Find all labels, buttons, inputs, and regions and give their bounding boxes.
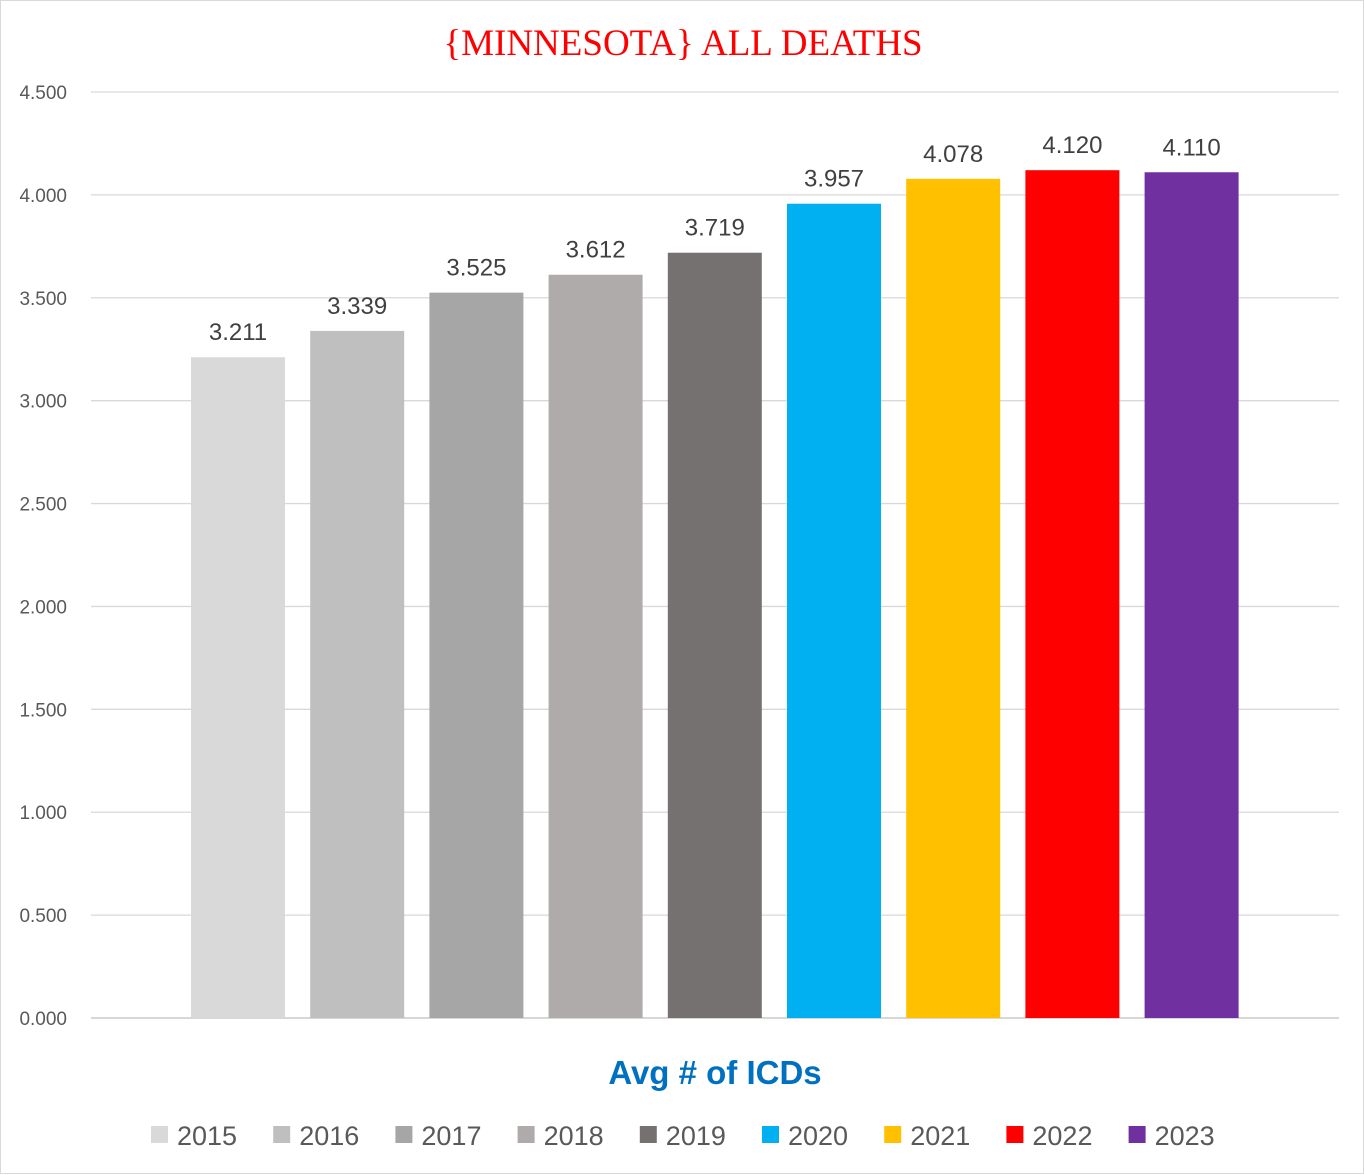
legend-item-2016[interactable]: 2016 <box>273 1121 359 1151</box>
legend-swatch-2016 <box>273 1126 291 1143</box>
legend-item-2020[interactable]: 2020 <box>762 1121 848 1151</box>
legend-label-2017: 2017 <box>421 1121 481 1151</box>
legend-item-2023[interactable]: 2023 <box>1128 1121 1215 1151</box>
legend-item-2021[interactable]: 2021 <box>884 1121 970 1151</box>
legend-swatch-2023 <box>1128 1126 1146 1143</box>
legend[interactable]: 2015 2016 2017 2018 2019 2020 2021 2022 2023 <box>151 1121 1215 1151</box>
legend-label-2015: 2015 <box>177 1121 237 1151</box>
bar-2023[interactable] <box>1144 172 1239 1019</box>
bar-2016[interactable] <box>310 330 405 1019</box>
y-tick-label: 0.500 <box>19 906 67 927</box>
legend-item-2022[interactable]: 2022 <box>1006 1121 1092 1151</box>
data-label-2017: 3.525 <box>446 255 506 282</box>
bar-2020[interactable] <box>787 203 881 1019</box>
legend-swatch-2022 <box>1006 1126 1024 1143</box>
data-label-2016: 3.339 <box>327 293 387 320</box>
bar-2018[interactable] <box>548 274 643 1018</box>
legend-item-2018[interactable]: 2018 <box>517 1121 604 1151</box>
data-label-2022: 4.120 <box>1042 132 1102 159</box>
legend-item-2019[interactable]: 2019 <box>639 1121 726 1151</box>
data-label-2015: 3.211 <box>209 319 267 346</box>
legend-label-2020: 2020 <box>788 1121 848 1151</box>
legend-swatch-2019 <box>639 1126 657 1143</box>
y-tick-label: 3.500 <box>19 289 67 310</box>
y-axis-ticks: 0.000 0.500 1.000 1.500 2.000 2.500 3.000 3.500… <box>19 83 67 1030</box>
legend-swatch-2017 <box>395 1126 413 1143</box>
data-label-2019: 3.719 <box>685 215 745 242</box>
legend-swatch-2020 <box>762 1126 779 1143</box>
legend-label-2023: 2023 <box>1155 1121 1215 1151</box>
y-tick-label: 0.000 <box>19 1009 67 1030</box>
bar-2019[interactable] <box>667 252 762 1018</box>
data-labels: 3.211 3.339 3.525 3.612 3.719 3.957 4.078 4.120… <box>209 132 1221 346</box>
legend-item-2017[interactable]: 2017 <box>395 1121 481 1151</box>
data-label-2018: 3.612 <box>566 237 626 264</box>
bars <box>191 170 1239 1019</box>
x-axis-title: Avg # of ICDs <box>608 1054 821 1091</box>
legend-label-2019: 2019 <box>666 1121 726 1151</box>
legend-label-2021: 2021 <box>910 1121 970 1151</box>
y-tick-label: 2.500 <box>19 495 67 516</box>
bar-2021[interactable] <box>906 178 1001 1018</box>
data-label-2023: 4.110 <box>1162 134 1220 161</box>
legend-swatch-2021 <box>884 1126 902 1143</box>
data-label-2020: 3.957 <box>804 166 864 193</box>
legend-label-2018: 2018 <box>544 1121 604 1151</box>
bar-2022[interactable] <box>1025 170 1120 1018</box>
legend-label-2016: 2016 <box>299 1121 359 1151</box>
y-tick-label: 4.000 <box>19 186 67 207</box>
bar-2017[interactable] <box>429 292 524 1019</box>
data-label-2021: 4.078 <box>923 141 983 168</box>
y-tick-label: 4.500 <box>19 83 67 104</box>
legend-label-2022: 2022 <box>1032 1121 1092 1151</box>
y-tick-label: 1.000 <box>19 803 67 824</box>
y-tick-label: 1.500 <box>19 700 67 721</box>
legend-swatch-2018 <box>517 1126 535 1143</box>
legend-swatch-2015 <box>151 1126 168 1143</box>
y-tick-label: 2.000 <box>19 597 67 618</box>
bar-2015[interactable] <box>191 357 285 1018</box>
y-tick-label: 3.000 <box>19 392 67 413</box>
legend-item-2015[interactable]: 2015 <box>151 1121 237 1151</box>
chart-title: {MINNESOTA} ALL DEATHS <box>443 23 922 64</box>
